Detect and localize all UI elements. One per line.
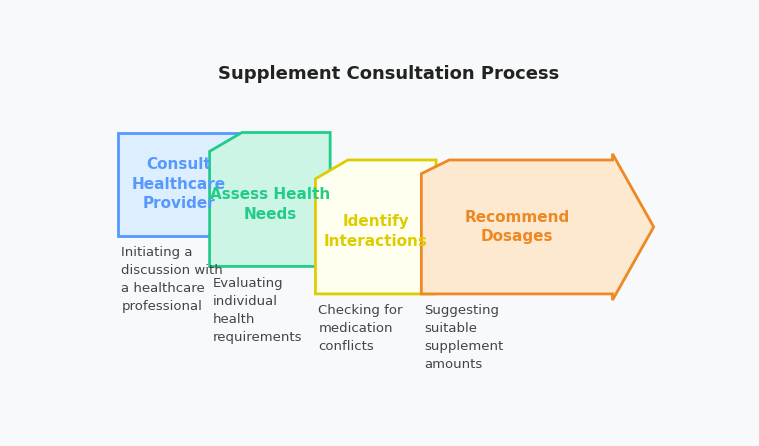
Polygon shape [118,132,239,235]
Text: Recommend
Dosages: Recommend Dosages [465,210,569,244]
Text: Evaluating
individual
health
requirements: Evaluating individual health requirement… [213,277,302,344]
Polygon shape [421,154,653,300]
Text: Identify
Interactions: Identify Interactions [324,214,427,249]
Text: Consult
Healthcare
Provider: Consult Healthcare Provider [131,157,225,211]
Text: Initiating a
discussion with
a healthcare
professional: Initiating a discussion with a healthcar… [121,246,223,313]
Text: Assess Health
Needs: Assess Health Needs [209,187,330,222]
Text: Supplement Consultation Process: Supplement Consultation Process [219,65,559,83]
Text: Suggesting
suitable
supplement
amounts: Suggesting suitable supplement amounts [424,304,503,371]
Polygon shape [209,132,330,266]
Polygon shape [316,160,436,294]
Text: Checking for
medication
conflicts: Checking for medication conflicts [319,304,403,353]
